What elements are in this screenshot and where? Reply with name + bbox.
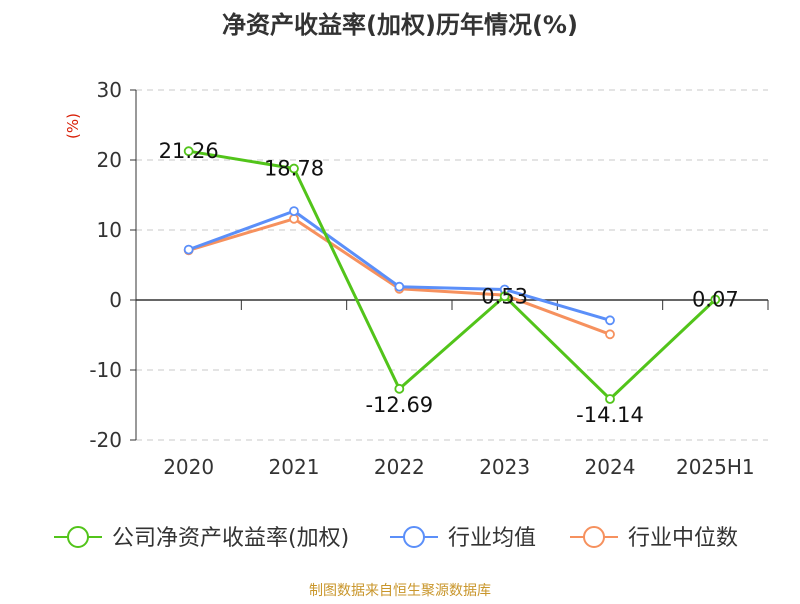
data-point	[605, 394, 615, 404]
legend-label: 公司净资产收益率(加权)	[112, 526, 349, 551]
x-tick-label: 2020	[163, 455, 214, 479]
legend-label: 行业均值	[448, 526, 536, 551]
y-tick-label: 0	[109, 288, 122, 312]
x-tick-label: 2022	[374, 455, 425, 479]
legend: 公司净资产收益率(加权) 行业均值 行业中位数	[54, 526, 738, 551]
y-axis-unit-label: (%)	[64, 113, 82, 139]
data-label: -14.14	[576, 403, 644, 427]
x-tick-label: 2024	[585, 455, 636, 479]
data-label: 0.53	[481, 284, 528, 308]
data-point	[605, 329, 615, 340]
data-label: -12.69	[365, 393, 433, 417]
data-point	[289, 206, 299, 217]
series-0	[183, 146, 721, 404]
data-point	[394, 281, 405, 292]
data-point	[605, 315, 615, 326]
data-point	[183, 244, 194, 255]
legend-marker	[403, 526, 425, 548]
x-tick-label: 2025H1	[676, 455, 755, 479]
data-label: 18.78	[264, 157, 324, 181]
data-point	[183, 146, 194, 157]
legend-item-2: 行业中位数	[570, 526, 738, 551]
y-tick-label: 30	[97, 78, 122, 102]
legend-label: 行业中位数	[628, 526, 738, 551]
x-tick-label: 2023	[479, 455, 530, 479]
data-label: 21.26	[159, 139, 219, 163]
y-tick-label: 10	[97, 218, 122, 242]
axes: 30 20 10 0 -10 -20 2020 2021 2022 2023 2024 2025H1	[89, 78, 769, 479]
data-point	[499, 291, 510, 302]
y-tick-label: -20	[89, 428, 122, 452]
series-line	[188, 149, 717, 401]
source-note: 制图数据来自恒生聚源数据库	[309, 583, 491, 599]
data-label: 0.07	[692, 288, 739, 312]
series-2	[183, 213, 615, 340]
y-tick-label: -10	[89, 358, 122, 382]
x-tick-label: 2021	[269, 455, 320, 479]
y-tick-label: 20	[97, 148, 122, 172]
legend-marker	[67, 526, 89, 548]
legend-item-0: 公司净资产收益率(加权)	[54, 526, 349, 551]
data-point	[394, 383, 405, 394]
series-layer	[183, 146, 721, 404]
chart-title: 净资产收益率(加权)历年情况(%)	[222, 11, 578, 39]
data-point	[710, 294, 721, 305]
data-labels: 21.26 18.78 -12.69 0.53 -14.14 0.07	[159, 139, 739, 427]
series-line	[188, 209, 611, 322]
grid-lines	[136, 89, 768, 441]
data-point	[289, 163, 299, 174]
legend-marker	[583, 526, 605, 548]
series-1	[183, 206, 615, 326]
series-line	[188, 217, 611, 336]
legend-item-1: 行业均值	[390, 526, 536, 551]
